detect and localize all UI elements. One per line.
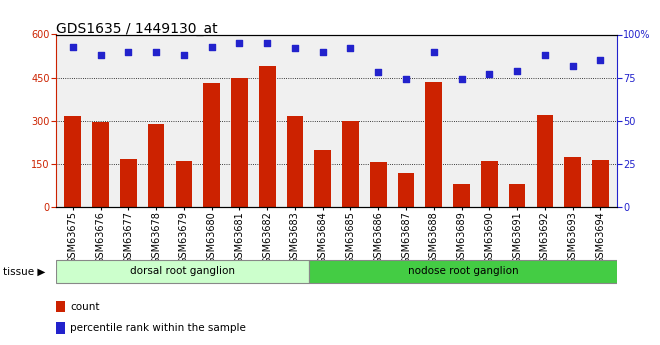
Point	[234, 40, 245, 46]
Point	[345, 46, 356, 51]
Bar	[426, 82, 442, 207]
Point	[317, 49, 328, 55]
Bar	[56, 301, 65, 313]
Bar	[203, 83, 220, 207]
Bar	[259, 66, 275, 207]
Text: dorsal root ganglion: dorsal root ganglion	[130, 266, 235, 276]
Point	[179, 52, 189, 58]
Point	[290, 46, 300, 51]
Bar	[537, 115, 553, 207]
Bar	[56, 260, 309, 283]
Point	[67, 44, 78, 49]
Point	[401, 77, 411, 82]
Point	[150, 49, 161, 55]
Bar	[65, 117, 81, 207]
Bar	[481, 161, 498, 207]
Bar	[176, 161, 192, 207]
Point	[540, 52, 550, 58]
Point	[123, 49, 133, 55]
Point	[428, 49, 439, 55]
Bar	[56, 322, 65, 334]
Point	[262, 40, 273, 46]
Text: percentile rank within the sample: percentile rank within the sample	[70, 323, 246, 333]
Bar	[148, 124, 164, 207]
Bar	[592, 159, 609, 207]
Point	[456, 77, 467, 82]
Point	[207, 44, 217, 49]
Bar	[370, 162, 387, 207]
Bar	[120, 159, 137, 207]
Bar	[286, 116, 304, 207]
Bar	[314, 149, 331, 207]
Point	[512, 68, 523, 73]
Text: nodose root ganglion: nodose root ganglion	[407, 266, 518, 276]
Text: tissue ▶: tissue ▶	[3, 267, 46, 277]
Text: count: count	[70, 302, 100, 312]
Point	[95, 52, 106, 58]
Bar	[92, 122, 109, 207]
Bar	[342, 121, 359, 207]
Bar	[453, 184, 470, 207]
Point	[484, 71, 494, 77]
Bar	[309, 260, 617, 283]
Point	[595, 58, 606, 63]
Text: GDS1635 / 1449130_at: GDS1635 / 1449130_at	[56, 22, 218, 37]
Bar	[398, 172, 414, 207]
Point	[568, 63, 578, 68]
Point	[373, 70, 383, 75]
Bar	[564, 157, 581, 207]
Bar	[231, 78, 248, 207]
Bar	[509, 184, 525, 207]
